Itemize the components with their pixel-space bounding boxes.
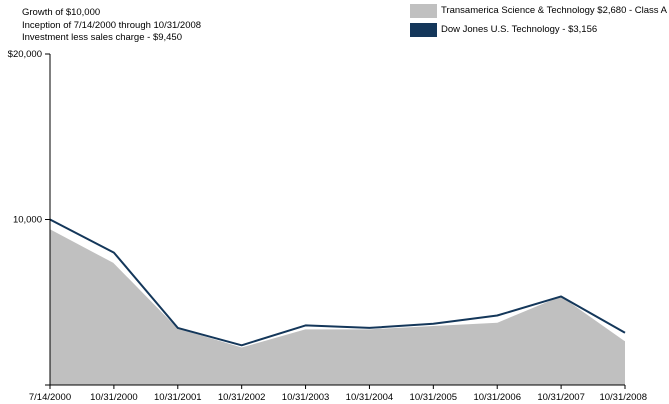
x-tick-label: 10/31/2003 — [282, 392, 330, 403]
x-tick-label: 10/31/2004 — [346, 392, 394, 403]
header-line-1: Growth of $10,000 — [22, 7, 101, 18]
x-tick-label: 10/31/2001 — [154, 392, 202, 403]
x-tick-label: 10/31/2006 — [473, 392, 521, 403]
header-line-3: Investment less sales charge - $9,450 — [22, 32, 183, 43]
chart-legend: Transamerica Science & Technology $2,680… — [410, 2, 667, 40]
y-tick-label: $20,000 — [8, 49, 42, 60]
fund-area-edge — [49, 228, 626, 348]
legend-label-index: Dow Jones U.S. Technology - $3,156 — [441, 24, 598, 35]
legend-label-fund: Transamerica Science & Technology $2,680… — [441, 5, 668, 16]
x-tick-label: 10/31/2007 — [537, 392, 585, 403]
legend-item-index: Dow Jones U.S. Technology - $3,156 — [410, 21, 667, 38]
x-tick-label: 10/31/2008 — [599, 392, 647, 403]
legend-item-fund: Transamerica Science & Technology $2,680… — [410, 2, 667, 19]
x-tick-label: 10/31/2000 — [90, 392, 138, 403]
x-tick-label: 7/14/2000 — [29, 392, 71, 403]
legend-swatch-fund — [410, 3, 437, 18]
x-tick-label: 10/31/2002 — [218, 392, 266, 403]
chart-header: Growth of $10,000 Inception of 7/14/2000… — [22, 7, 201, 45]
y-tick-label: 10,000 — [13, 215, 42, 226]
header-line-2: Inception of 7/14/2000 through 10/31/200… — [22, 19, 202, 31]
fund-area — [50, 228, 625, 385]
legend-swatch-index — [410, 22, 437, 37]
index-line — [49, 218, 626, 347]
x-tick-label: 10/31/2005 — [410, 392, 458, 403]
